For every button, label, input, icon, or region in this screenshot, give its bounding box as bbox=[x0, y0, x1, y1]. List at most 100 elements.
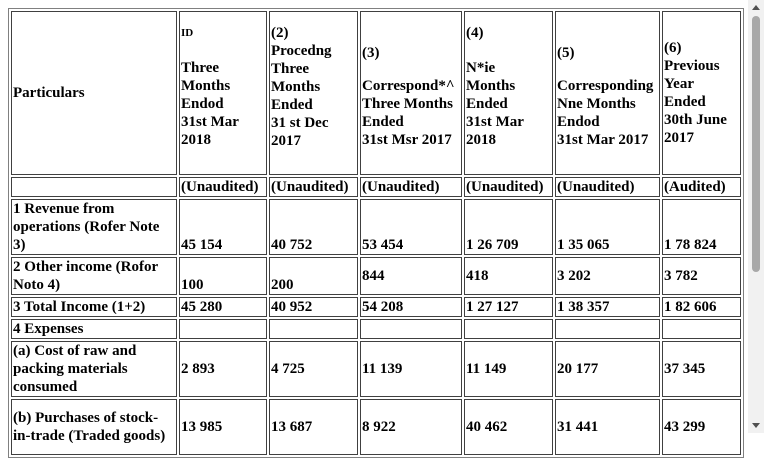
value-cell: 1 35 065 bbox=[555, 199, 660, 255]
header-line: Endod bbox=[557, 114, 600, 130]
value-cell: 13 687 bbox=[269, 399, 358, 455]
header-cell: (2) Procedng Three Months Ended 31 st Dec 2017 bbox=[269, 11, 358, 175]
header-line: Ended bbox=[466, 96, 508, 112]
particular-label: 2 Other income (Rofor Noto 4) bbox=[11, 257, 177, 295]
particular-label: 1 Revenue from operations (Rofer Note 3) bbox=[11, 199, 177, 255]
header-cell: (3) Correspond*^ Three Months Ended 31st Msr… bbox=[360, 11, 462, 175]
page: {"table": { "header": { "particulars": "… bbox=[8, 0, 764, 458]
audit-status: (Audited) bbox=[662, 177, 741, 197]
header-line: 31st Mar 2017 bbox=[557, 132, 649, 148]
header-line: Three bbox=[271, 61, 310, 77]
header-line: 2018 bbox=[466, 132, 496, 148]
particular-label: 3 Total Income (1+2) bbox=[11, 297, 177, 317]
audit-status: (Unaudited) bbox=[464, 177, 553, 197]
header-line: 2017 bbox=[664, 130, 694, 146]
header-line: N*ie bbox=[466, 60, 496, 76]
value-cell bbox=[555, 319, 660, 339]
particular-label: 4 Expenses bbox=[11, 319, 177, 339]
header-line: Ended bbox=[664, 94, 706, 110]
value-cell: 844 bbox=[360, 257, 462, 295]
header-line: Year bbox=[664, 76, 694, 92]
value-cell: 3 782 bbox=[662, 257, 741, 295]
header-line: Months bbox=[271, 79, 321, 95]
header-line: Previous bbox=[664, 58, 720, 74]
audit-status: (Unaudited) bbox=[269, 177, 358, 197]
header-cell: (5) Corresponding Nne Months Endod 31st Mar … bbox=[555, 11, 660, 175]
header-cell: (4) N*ie Months Ended 31st Mar 2018 bbox=[464, 11, 553, 175]
header-line: Corresponding bbox=[557, 78, 654, 94]
data-row: (a) Cost of raw and packing materials co… bbox=[11, 341, 741, 397]
header-line: 31st Mar bbox=[466, 114, 524, 130]
data-row: (b) Purchases of stock-in-trade (Traded … bbox=[11, 399, 741, 455]
data-row: 1 Revenue from operations (Rofer Note 3)… bbox=[11, 199, 741, 255]
subheader-row: (Unaudited) (Unaudited) (Unaudited) (Unaudi… bbox=[11, 177, 741, 197]
scroll-down[interactable] bbox=[752, 423, 760, 428]
column-number: (3) bbox=[362, 45, 380, 61]
particular-label: (b) Purchases of stock-in-trade (Traded … bbox=[11, 399, 177, 455]
value-cell: 100 bbox=[179, 257, 267, 295]
column-number: (6) bbox=[664, 40, 682, 56]
header-cell: Particulars bbox=[11, 11, 177, 175]
header-line: 31st Msr 2017 bbox=[362, 132, 452, 148]
financial-table: Particulars ID Three Months Endod 31st Mar 201… bbox=[8, 8, 744, 458]
audit-status: (Unaudited) bbox=[555, 177, 660, 197]
value-cell: 4 725 bbox=[269, 341, 358, 397]
page-body: Particulars ID Three Months Endod 31st Mar 201… bbox=[8, 0, 764, 458]
header-row: Particulars ID Three Months Endod 31st Mar 201… bbox=[11, 11, 741, 175]
value-cell: 200 bbox=[269, 257, 358, 295]
table-body: Particulars ID Three Months Endod 31st Mar 201… bbox=[11, 11, 741, 455]
value-cell: 1 27 127 bbox=[464, 297, 553, 317]
value-cell: 1 26 709 bbox=[464, 199, 553, 255]
header-cell: (6) Previous Year Ended 30th June 2017 bbox=[662, 11, 741, 175]
value-cell bbox=[179, 319, 267, 339]
header-line: 2017 bbox=[271, 133, 301, 149]
value-cell bbox=[464, 319, 553, 339]
particular-label: (a) Cost of raw and packing materials co… bbox=[11, 341, 177, 397]
column-number: ID bbox=[181, 27, 194, 39]
value-cell bbox=[662, 319, 741, 339]
value-cell: 11 149 bbox=[464, 341, 553, 397]
value-cell: 8 922 bbox=[360, 399, 462, 455]
empty-cell bbox=[11, 177, 177, 197]
header-line: 31st Mar bbox=[181, 114, 239, 130]
column-number: (4) bbox=[466, 25, 484, 41]
value-cell: 53 454 bbox=[360, 199, 462, 255]
column-number: (5) bbox=[557, 45, 575, 61]
audit-status: (Unaudited) bbox=[360, 177, 462, 197]
header-line: 2018 bbox=[181, 132, 211, 148]
value-cell: 20 177 bbox=[555, 341, 660, 397]
header-line: Endod bbox=[181, 96, 224, 112]
data-row: 4 Expenses bbox=[11, 319, 741, 339]
value-cell: 1 78 824 bbox=[662, 199, 741, 255]
value-cell bbox=[269, 319, 358, 339]
scroll-up[interactable] bbox=[752, 5, 760, 10]
header-line: Three Months bbox=[362, 96, 453, 112]
header-line: 30th June bbox=[664, 112, 727, 128]
value-cell: 2 893 bbox=[179, 341, 267, 397]
scroll-thumb[interactable] bbox=[752, 16, 760, 272]
value-cell: 45 154 bbox=[179, 199, 267, 255]
value-cell: 40 462 bbox=[464, 399, 553, 455]
value-cell: 1 82 606 bbox=[662, 297, 741, 317]
value-cell: 13 985 bbox=[179, 399, 267, 455]
value-cell: 37 345 bbox=[662, 341, 741, 397]
data-row: 3 Total Income (1+2) 45 280 40 952 54 208 1 … bbox=[11, 297, 741, 317]
header-line: Procedng bbox=[271, 43, 332, 59]
header-line: Months bbox=[181, 78, 231, 94]
value-cell: 1 38 357 bbox=[555, 297, 660, 317]
value-cell: 418 bbox=[464, 257, 553, 295]
column-number: (2) bbox=[271, 25, 289, 41]
value-cell bbox=[360, 319, 462, 339]
header-line: Ended bbox=[271, 97, 313, 113]
scrollbar[interactable] bbox=[748, 0, 764, 433]
value-cell: 45 280 bbox=[179, 297, 267, 317]
value-cell: 31 441 bbox=[555, 399, 660, 455]
audit-status: (Unaudited) bbox=[179, 177, 267, 197]
value-cell: 40 752 bbox=[269, 199, 358, 255]
value-cell: 40 952 bbox=[269, 297, 358, 317]
header-cell: ID Three Months Endod 31st Mar 2018 bbox=[179, 11, 267, 175]
value-cell: 43 299 bbox=[662, 399, 741, 455]
value-cell: 11 139 bbox=[360, 341, 462, 397]
value-cell: 3 202 bbox=[555, 257, 660, 295]
header-line: Nne Months bbox=[557, 96, 636, 112]
